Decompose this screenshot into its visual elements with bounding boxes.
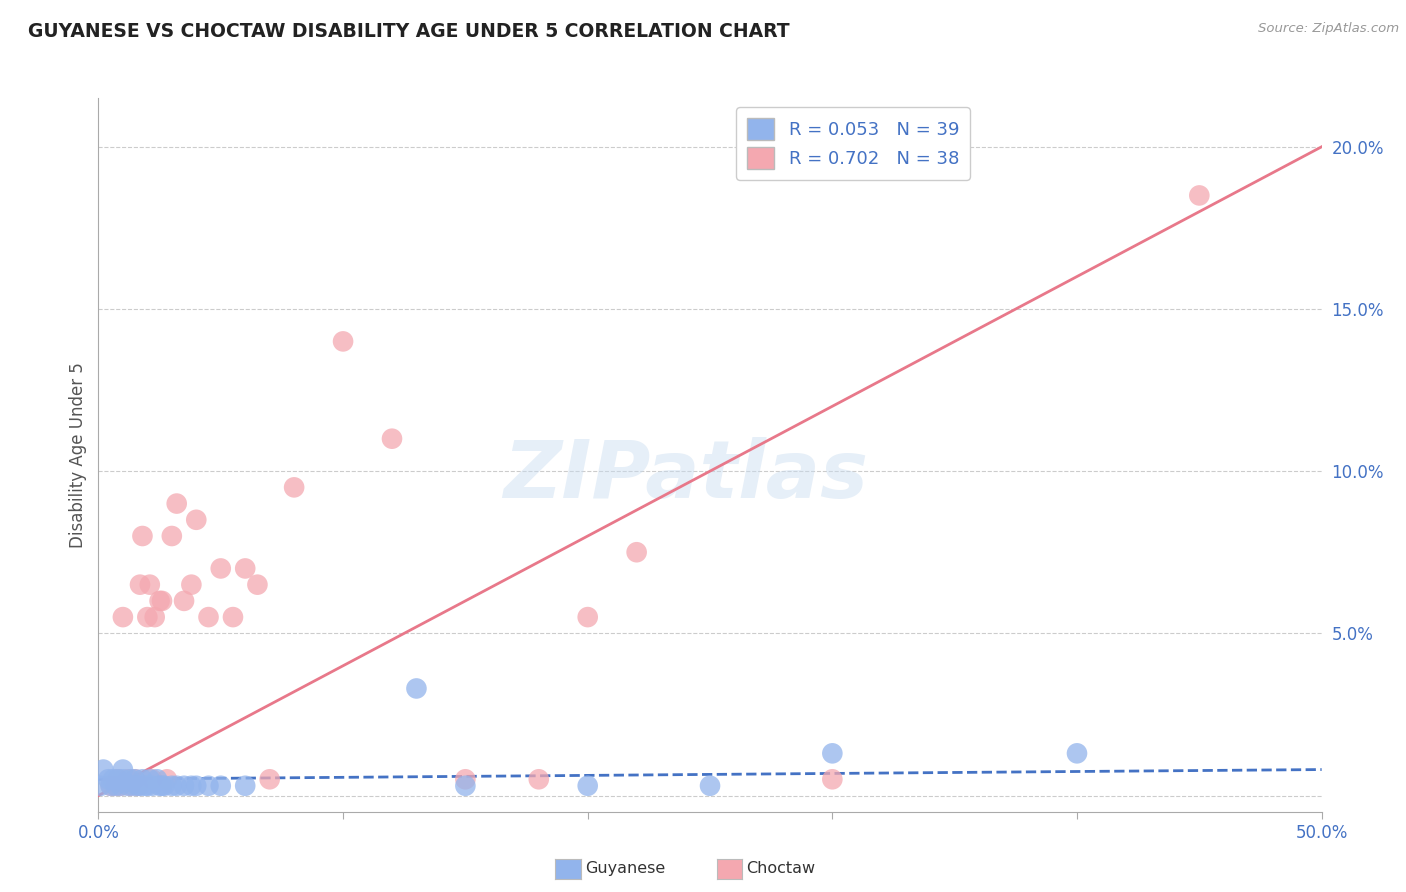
Text: ZIPatlas: ZIPatlas <box>503 437 868 516</box>
Point <box>1188 188 1211 202</box>
Point <box>117 779 139 793</box>
Point <box>141 779 163 793</box>
Point <box>107 772 129 787</box>
Point <box>107 772 129 787</box>
Legend: R = 0.053   N = 39, R = 0.702   N = 38: R = 0.053 N = 39, R = 0.702 N = 38 <box>737 107 970 180</box>
Point <box>576 779 599 793</box>
Point <box>381 432 404 446</box>
Point <box>139 577 162 591</box>
Point <box>129 577 152 591</box>
Point <box>104 779 127 793</box>
Point <box>121 779 143 793</box>
Point <box>124 772 146 787</box>
Point <box>100 779 122 793</box>
Point <box>166 779 188 793</box>
Point <box>136 779 159 793</box>
Point <box>143 610 166 624</box>
Point <box>186 779 208 793</box>
Point <box>91 763 114 777</box>
Point <box>150 594 173 608</box>
Point <box>1066 747 1088 761</box>
Point <box>283 480 305 494</box>
Point <box>166 497 188 511</box>
Point <box>233 561 256 575</box>
Point <box>104 779 127 793</box>
Point <box>160 779 183 793</box>
Point <box>259 772 281 787</box>
Point <box>626 545 648 559</box>
Text: Choctaw: Choctaw <box>747 862 815 876</box>
Point <box>90 779 112 793</box>
Point <box>180 779 202 793</box>
Point <box>136 610 159 624</box>
Point <box>222 610 245 624</box>
Point <box>111 772 134 787</box>
Point <box>405 681 427 696</box>
Point <box>110 779 132 793</box>
Point <box>149 779 172 793</box>
Point <box>197 610 219 624</box>
Point <box>197 779 219 793</box>
Text: Guyanese: Guyanese <box>585 862 665 876</box>
Point <box>139 772 162 787</box>
Point <box>576 610 599 624</box>
Point <box>120 779 142 793</box>
Point <box>699 779 721 793</box>
Point <box>173 779 195 793</box>
Point <box>821 747 844 761</box>
Point <box>101 772 124 787</box>
Point <box>117 772 139 787</box>
Point <box>150 779 173 793</box>
Point <box>97 772 120 787</box>
Point <box>129 779 152 793</box>
Point <box>454 779 477 793</box>
Point <box>153 779 176 793</box>
Text: Source: ZipAtlas.com: Source: ZipAtlas.com <box>1258 22 1399 36</box>
Point <box>141 772 163 787</box>
Point <box>124 772 146 787</box>
Point <box>100 779 122 793</box>
Point <box>111 610 134 624</box>
Point <box>186 513 208 527</box>
Point <box>233 779 256 793</box>
Point <box>180 577 202 591</box>
Text: GUYANESE VS CHOCTAW DISABILITY AGE UNDER 5 CORRELATION CHART: GUYANESE VS CHOCTAW DISABILITY AGE UNDER… <box>28 22 790 41</box>
Point <box>120 772 142 787</box>
Point <box>134 779 156 793</box>
Point <box>110 779 132 793</box>
Point <box>160 529 183 543</box>
Point <box>131 772 153 787</box>
Point <box>156 772 179 787</box>
Point <box>111 763 134 777</box>
Point <box>246 577 269 591</box>
Point <box>131 529 153 543</box>
Point <box>821 772 844 787</box>
Point <box>209 561 232 575</box>
Y-axis label: Disability Age Under 5: Disability Age Under 5 <box>69 362 87 548</box>
Point <box>127 779 149 793</box>
Point <box>332 334 354 349</box>
Point <box>146 772 169 787</box>
Point <box>173 594 195 608</box>
Point <box>454 772 477 787</box>
Point <box>527 772 550 787</box>
Point <box>149 594 172 608</box>
Point <box>209 779 232 793</box>
Point <box>127 779 149 793</box>
